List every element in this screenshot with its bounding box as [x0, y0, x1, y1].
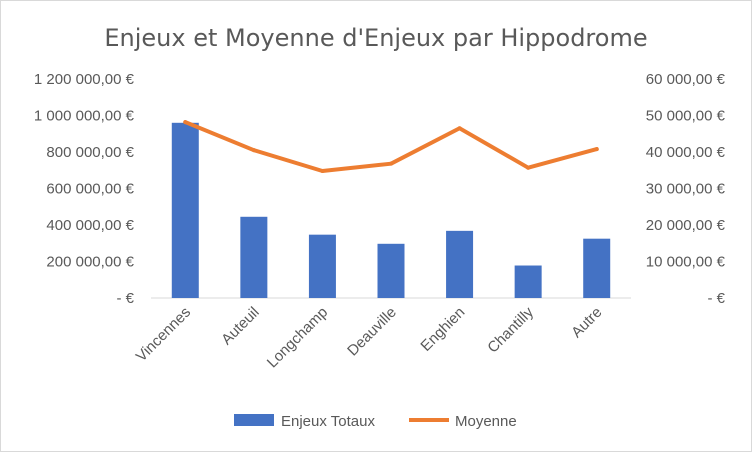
y-right-tick-label: 10 000,00 € [646, 254, 726, 271]
legend-label-line: Moyenne [455, 413, 517, 430]
bar [583, 238, 611, 298]
line-point [594, 147, 599, 152]
bar [240, 216, 268, 298]
x-axis: Vincennes Auteuil Longchamp Deauville Enghie… [133, 303, 606, 371]
bar [308, 234, 336, 298]
y-axis-right: - € 10 000,00 € 20 000,00 € 30 000,00 € 40 0… [646, 71, 726, 307]
line-series [183, 120, 599, 173]
chart-title: Enjeux et Moyenne d'Enjeux par Hippodrom… [104, 24, 647, 52]
line-point [389, 161, 393, 166]
y-right-tick-label: 20 000,00 € [646, 217, 726, 234]
legend: Enjeux Totaux Moyenne [234, 413, 517, 430]
bar [377, 243, 405, 298]
x-tick-label: Enghien [417, 304, 468, 355]
y-left-tick-label: 1 000 000,00 € [34, 108, 135, 125]
legend-label-bar: Enjeux Totaux [281, 413, 375, 430]
y-left-tick-label: 200 000,00 € [46, 254, 134, 271]
y-left-tick-label: 1 200 000,00 € [34, 71, 135, 88]
y-axis-left: - € 200 000,00 € 400 000,00 € 600 000,00 € 8… [34, 71, 135, 307]
bar [446, 230, 474, 298]
y-left-tick-label: 800 000,00 € [46, 144, 134, 161]
legend-swatch-bar [234, 414, 274, 426]
x-tick-label: Vincennes [133, 304, 194, 365]
x-tick-label: Deauville [344, 304, 400, 360]
y-left-tick-label: - € [116, 290, 134, 307]
y-right-tick-label: 50 000,00 € [646, 108, 726, 125]
x-tick-label: Longchamp [264, 304, 331, 371]
line-point [526, 165, 531, 170]
y-left-tick-label: 400 000,00 € [46, 217, 134, 234]
line-point [457, 126, 462, 131]
x-tick-label: Auteuil [218, 304, 262, 348]
y-right-tick-label: 40 000,00 € [646, 144, 726, 161]
line-point [320, 168, 325, 173]
line-point [251, 148, 256, 153]
x-tick-label: Chantilly [484, 303, 537, 356]
x-tick-label: Autre [568, 304, 605, 341]
y-right-tick-label: 60 000,00 € [646, 71, 726, 88]
y-right-tick-label: 30 000,00 € [646, 181, 726, 198]
bar [171, 122, 199, 298]
line-point [183, 120, 188, 125]
y-left-tick-label: 600 000,00 € [46, 181, 134, 198]
bar [514, 265, 542, 298]
bar-series [171, 122, 611, 298]
y-right-tick-label: - € [707, 290, 725, 307]
